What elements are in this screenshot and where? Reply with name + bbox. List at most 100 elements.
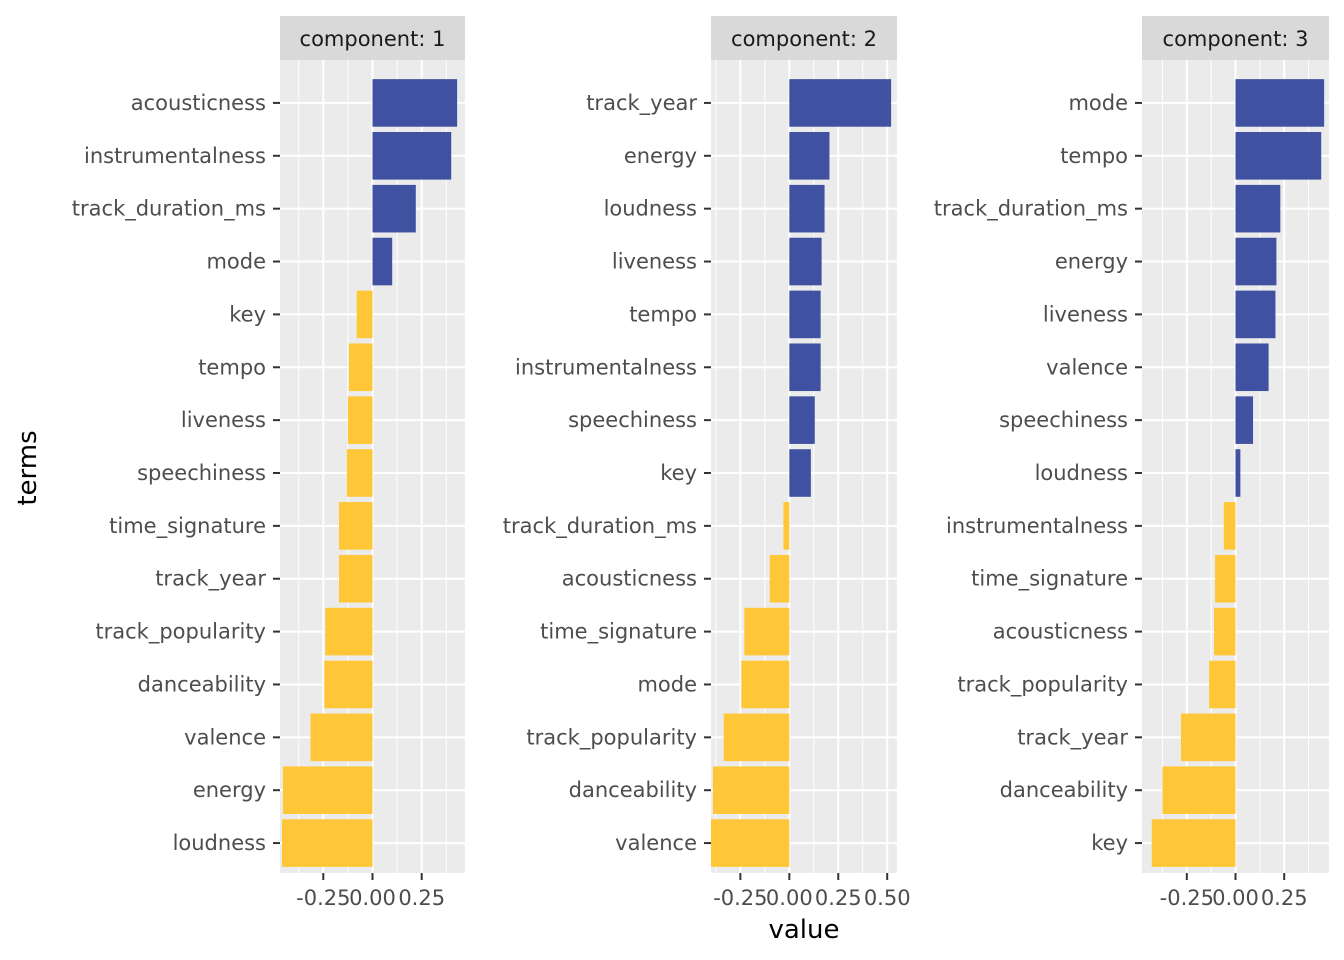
y-tick-label: instrumentalness: [946, 514, 1128, 538]
facet-panel-1: component: 1 acousticness instrumentalness…: [72, 16, 465, 910]
bar-key: [1151, 819, 1236, 867]
x-tick-label: -0.25: [1160, 886, 1214, 910]
bar-track-popularity: [325, 607, 373, 656]
y-tick-label: danceability: [569, 778, 697, 802]
bar-track-year: [1180, 713, 1236, 762]
y-tick-label: key: [1091, 831, 1128, 855]
y-tick-label: mode: [1068, 91, 1128, 115]
y-tick-label: instrumentalness: [84, 144, 266, 168]
bar-energy: [282, 766, 373, 814]
y-tick-label: energy: [624, 144, 697, 168]
bar-speechiness: [789, 396, 815, 444]
x-tick-label: 0.25: [398, 886, 445, 910]
bar-liveness: [347, 396, 373, 444]
bar-danceability: [1162, 766, 1236, 814]
x-tick-label: 0.00: [349, 886, 396, 910]
y-tick-label: energy: [193, 778, 266, 802]
y-tick-label: track_duration_ms: [72, 197, 266, 222]
y-tick-label: acousticness: [562, 567, 697, 591]
y-tick-label: valence: [184, 725, 266, 749]
y-tick-label: time_signature: [109, 514, 266, 539]
bar-tempo: [1235, 132, 1322, 180]
y-tick-label: track_popularity: [526, 725, 697, 750]
y-tick-label: energy: [1055, 250, 1128, 274]
x-tick-label: 0.00: [766, 886, 813, 910]
x-tick-label: 0.25: [1261, 886, 1308, 910]
y-tick-label: speechiness: [999, 408, 1128, 432]
bar-time-signature: [339, 502, 373, 550]
y-tick-label: time_signature: [971, 567, 1128, 592]
bar-track-year: [789, 79, 892, 127]
facet-strip-bg: [280, 16, 465, 60]
bar-key: [789, 449, 811, 497]
y-tick-label: track_duration_ms: [934, 197, 1128, 222]
y-tick-label: tempo: [198, 355, 266, 379]
facet-strip-label: component: 1: [300, 27, 446, 51]
y-tick-label: time_signature: [540, 620, 697, 645]
y-tick-label: mode: [206, 250, 266, 274]
y-tick-label: track_year: [1017, 725, 1128, 750]
y-tick-label: danceability: [138, 672, 266, 696]
bar-speechiness: [346, 449, 373, 497]
facet-panel-3: component: 3 mode tempo track_duration_msen…: [934, 16, 1329, 910]
x-tick-label: -0.25: [296, 886, 350, 910]
bar-mode: [372, 237, 393, 286]
bar-instrumentalness: [1223, 502, 1236, 550]
bar-key: [356, 290, 373, 339]
bar-valence: [711, 819, 790, 867]
bar-loudness: [789, 184, 825, 233]
y-tick-label: mode: [637, 672, 697, 696]
facet-strip-label: component: 3: [1163, 27, 1309, 51]
y-tick-label: loudness: [1035, 461, 1128, 485]
y-tick-label: liveness: [612, 250, 697, 274]
y-tick-label: acousticness: [131, 91, 266, 115]
y-tick-label: track_year: [155, 567, 266, 592]
bar-track-duration-ms: [372, 184, 416, 233]
x-tick-label: 0.25: [815, 886, 862, 910]
y-tick-label: track_year: [586, 91, 697, 116]
y-tick-label: key: [229, 302, 266, 326]
y-tick-label: valence: [615, 831, 697, 855]
y-tick-label: liveness: [1043, 302, 1128, 326]
bar-loudness: [281, 819, 373, 867]
facet-panels: component: 1 acousticness instrumentalness…: [72, 16, 1329, 910]
bar-time-signature: [1215, 554, 1236, 603]
x-tick-label: -0.25: [713, 886, 767, 910]
bar-track-duration-ms: [1235, 184, 1281, 233]
bar-track-popularity: [723, 713, 790, 762]
y-tick-label: track_popularity: [95, 620, 266, 645]
bar-tempo: [348, 343, 373, 392]
y-tick-label: track_popularity: [957, 672, 1128, 697]
y-tick-label: danceability: [1000, 778, 1128, 802]
y-tick-label: tempo: [629, 302, 697, 326]
bar-energy: [1235, 237, 1277, 286]
bar-acousticness: [372, 79, 458, 127]
y-tick-label: tempo: [1060, 144, 1128, 168]
bar-danceability: [324, 660, 373, 709]
bar-instrumentalness: [372, 132, 452, 180]
bar-valence: [1235, 343, 1269, 392]
bar-mode: [741, 660, 790, 709]
y-tick-label: valence: [1046, 355, 1128, 379]
y-tick-label: loudness: [604, 197, 697, 221]
bar-time-signature: [744, 607, 790, 656]
y-tick-label: acousticness: [993, 620, 1128, 644]
y-tick-label: track_duration_ms: [503, 514, 697, 539]
y-tick-label: key: [660, 461, 697, 485]
y-tick-label: loudness: [173, 831, 266, 855]
bar-track-duration-ms: [783, 502, 790, 550]
bar-loudness: [1235, 449, 1241, 497]
y-axis-title: terms: [13, 430, 43, 505]
bar-liveness: [789, 237, 822, 286]
bar-valence: [310, 713, 373, 762]
x-tick-label: 0.00: [1212, 886, 1259, 910]
x-axis-title: value: [768, 915, 839, 945]
bar-liveness: [1235, 290, 1276, 339]
x-tick-label: 0.50: [864, 886, 911, 910]
bar-track-year: [339, 554, 373, 603]
bar-danceability: [712, 766, 790, 814]
bar-mode: [1235, 79, 1325, 127]
bar-speechiness: [1235, 396, 1254, 444]
